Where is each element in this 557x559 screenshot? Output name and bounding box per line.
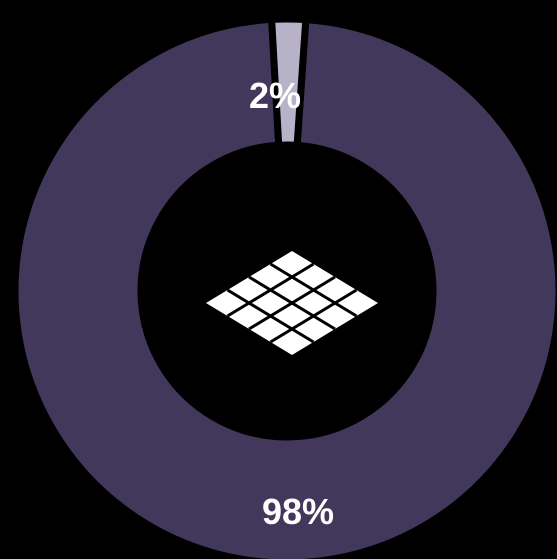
slice-label-1: 98% [262, 491, 334, 532]
donut-slices [11, 15, 557, 559]
tile-grid-line [226, 288, 315, 344]
tile-grid-line [269, 288, 358, 344]
tile-grid-line [248, 275, 336, 331]
donut-slice-1 [11, 15, 557, 559]
slice-labels: 98% 2% [249, 75, 334, 532]
slice-label-2: 2% [249, 75, 301, 116]
tile-grid-icon [206, 251, 378, 355]
donut-slice-2 [267, 15, 310, 150]
